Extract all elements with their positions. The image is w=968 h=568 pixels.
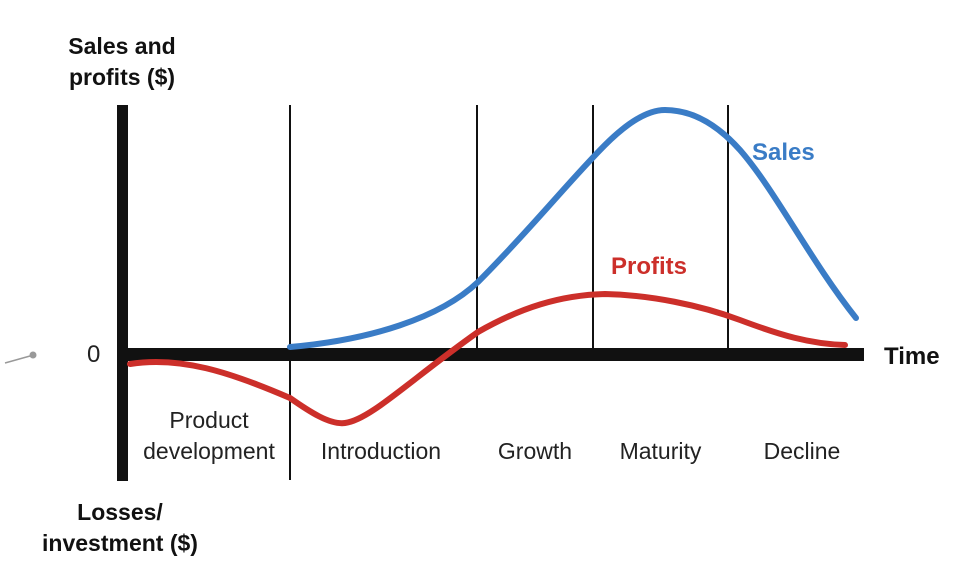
stage-decline-line1: Decline <box>763 438 841 464</box>
stage-decline: Decline <box>742 436 862 467</box>
leader-line <box>4 355 31 364</box>
x-axis <box>122 348 864 361</box>
y-axis-top-title-line2: profits ($) <box>68 64 176 90</box>
stage-maturity-line1: Maturity <box>619 438 702 464</box>
y-axis-bottom-title: Losses/ investment ($) <box>10 497 230 559</box>
y-axis <box>117 105 128 481</box>
profits-label: Profits <box>611 253 688 280</box>
y-axis-bottom-title-line2: investment ($) <box>42 530 198 556</box>
profits-curve <box>127 290 848 427</box>
y-axis-bottom-title-line1: Losses/ <box>77 499 163 525</box>
stage-introduction: Introduction <box>296 436 466 467</box>
stage-introduction-line1: Introduction <box>320 438 442 464</box>
y-axis-top-title: Sales and profits ($) <box>42 31 202 93</box>
leader-dot <box>29 351 37 359</box>
zero-label: 0 <box>87 341 101 368</box>
stage-product-development: Product development <box>130 405 288 467</box>
sales-curve <box>287 106 859 350</box>
stage-growth-line1: Growth <box>497 438 573 464</box>
stage-product-development-line1: Product <box>169 407 249 433</box>
sales-label: Sales <box>752 139 815 166</box>
y-axis-top-title-line1: Sales and <box>68 33 176 59</box>
stage-maturity: Maturity <box>598 436 723 467</box>
stage-product-development-line2: development <box>143 438 275 464</box>
stage-growth: Growth <box>480 436 590 467</box>
x-axis-title: Time <box>884 343 940 370</box>
